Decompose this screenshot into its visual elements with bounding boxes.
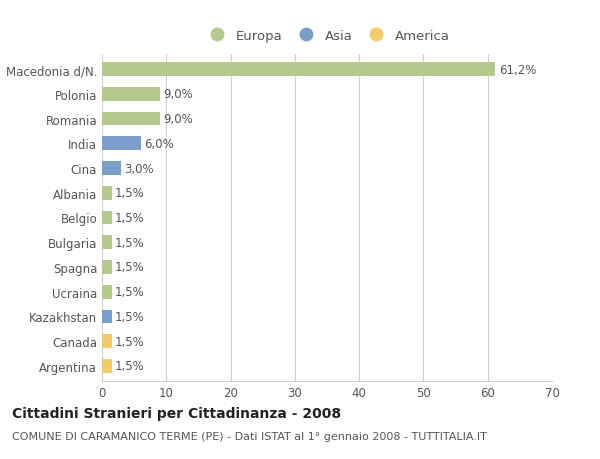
Bar [102, 137, 140, 151]
Text: 61,2%: 61,2% [499, 63, 536, 76]
Text: 1,5%: 1,5% [115, 360, 145, 373]
Bar [102, 211, 112, 225]
Bar [102, 335, 112, 348]
Bar [102, 186, 112, 200]
Text: Cittadini Stranieri per Cittadinanza - 2008: Cittadini Stranieri per Cittadinanza - 2… [12, 406, 341, 420]
Text: 1,5%: 1,5% [115, 212, 145, 224]
Text: 9,0%: 9,0% [163, 113, 193, 126]
Text: 1,5%: 1,5% [115, 335, 145, 348]
Bar [102, 63, 496, 77]
Bar [102, 162, 121, 175]
Text: 1,5%: 1,5% [115, 236, 145, 249]
Text: 1,5%: 1,5% [115, 187, 145, 200]
Bar [102, 261, 112, 274]
Bar [102, 88, 160, 101]
Bar [102, 236, 112, 250]
Text: 1,5%: 1,5% [115, 285, 145, 298]
Legend: Europa, Asia, America: Europa, Asia, America [200, 26, 454, 47]
Text: 3,0%: 3,0% [125, 162, 154, 175]
Text: COMUNE DI CARAMANICO TERME (PE) - Dati ISTAT al 1° gennaio 2008 - TUTTITALIA.IT: COMUNE DI CARAMANICO TERME (PE) - Dati I… [12, 431, 487, 442]
Bar [102, 285, 112, 299]
Text: 1,5%: 1,5% [115, 261, 145, 274]
Text: 9,0%: 9,0% [163, 88, 193, 101]
Text: 1,5%: 1,5% [115, 310, 145, 323]
Bar [102, 359, 112, 373]
Bar [102, 112, 160, 126]
Bar [102, 310, 112, 324]
Text: 6,0%: 6,0% [144, 138, 173, 151]
